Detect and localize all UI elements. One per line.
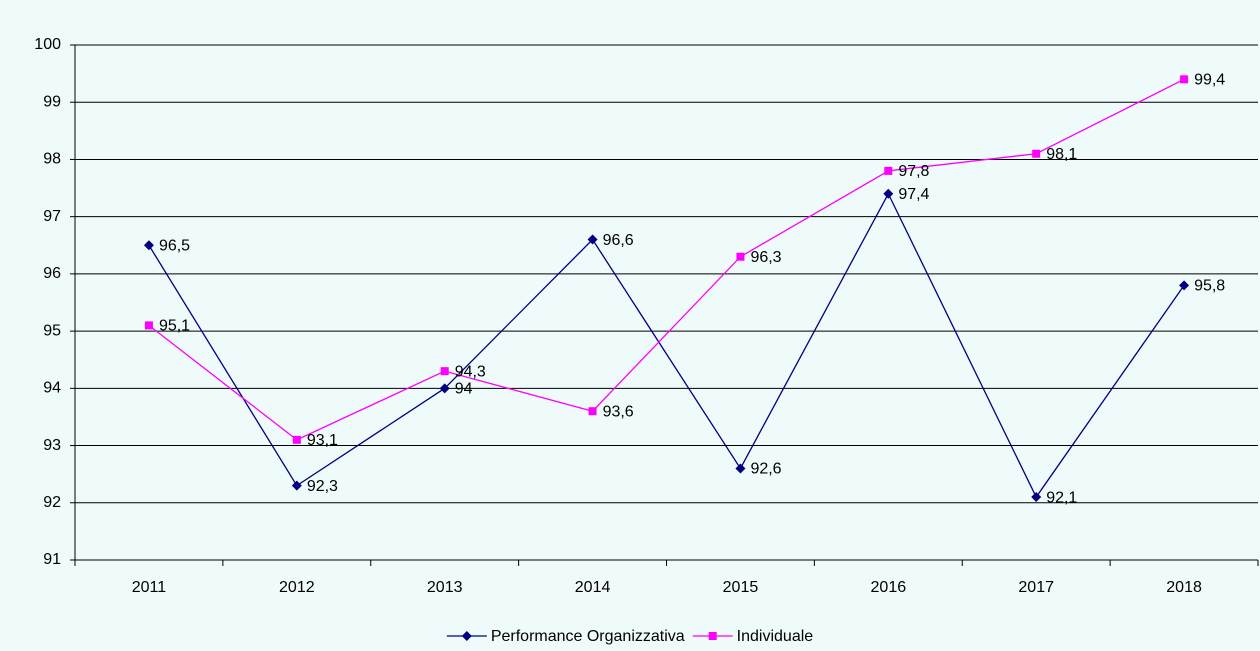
data-label: 92,6 [750,461,781,478]
x-tick-label: 2016 [871,579,907,596]
legend: Performance Organizzativa Individuale [446,628,814,645]
marker [439,383,450,394]
data-label: 97,8 [898,163,929,180]
x-tick-label: 2017 [1018,579,1054,596]
series-line [148,78,1185,441]
marker [884,166,893,175]
y-tick-label: 94 [43,380,61,397]
legend-item: Individuale [692,628,814,645]
marker [736,252,745,261]
data-label: 99,4 [1194,72,1225,89]
y-tick-label: 95 [43,322,61,339]
data-label: 92,1 [1046,489,1077,506]
data-label: 95,1 [159,318,190,335]
marker [588,407,597,416]
legend-label: Performance Organizzativa [491,628,685,645]
marker [1179,280,1190,291]
marker [292,435,301,444]
data-label: 92,3 [307,478,338,495]
y-tick-label: 97 [43,208,61,225]
data-label: 94,3 [455,363,486,380]
data-label: 96,5 [159,237,190,254]
marker [1032,149,1041,158]
marker [144,321,153,330]
x-tick-label: 2011 [132,579,167,596]
x-tick-label: 2018 [1166,579,1202,596]
data-label: 97,4 [898,186,929,203]
data-label: 96,3 [750,249,781,266]
marker [143,240,154,251]
data-label: 95,8 [1194,278,1225,295]
y-tick-label: 98 [43,151,61,168]
marker [708,632,717,640]
x-tick-label: 2015 [723,579,759,596]
marker [735,463,746,474]
marker [883,188,894,199]
series-line [148,192,1185,499]
data-label: 93,6 [603,403,634,420]
legend-item: Performance Organizzativa [446,628,685,645]
marker [1031,492,1042,503]
x-tick-label: 2014 [575,579,611,596]
y-tick-label: 96 [43,265,61,282]
data-label: 98,1 [1046,146,1077,163]
marker [587,234,598,245]
y-tick-label: 93 [43,437,61,454]
marker [1180,75,1189,84]
x-tick-label: 2013 [427,579,463,596]
x-tick-label: 2012 [279,579,315,596]
marker [461,631,472,641]
data-label: 96,6 [603,232,634,249]
y-tick-label: 99 [43,93,61,110]
data-label: 94 [455,381,473,398]
legend-label: Individuale [737,628,814,645]
y-tick-label: 92 [43,494,61,511]
y-tick-label: 91 [43,551,61,568]
marker [291,480,302,491]
data-label: 93,1 [307,432,338,449]
y-tick-label: 100 [34,36,61,53]
marker [440,367,449,376]
